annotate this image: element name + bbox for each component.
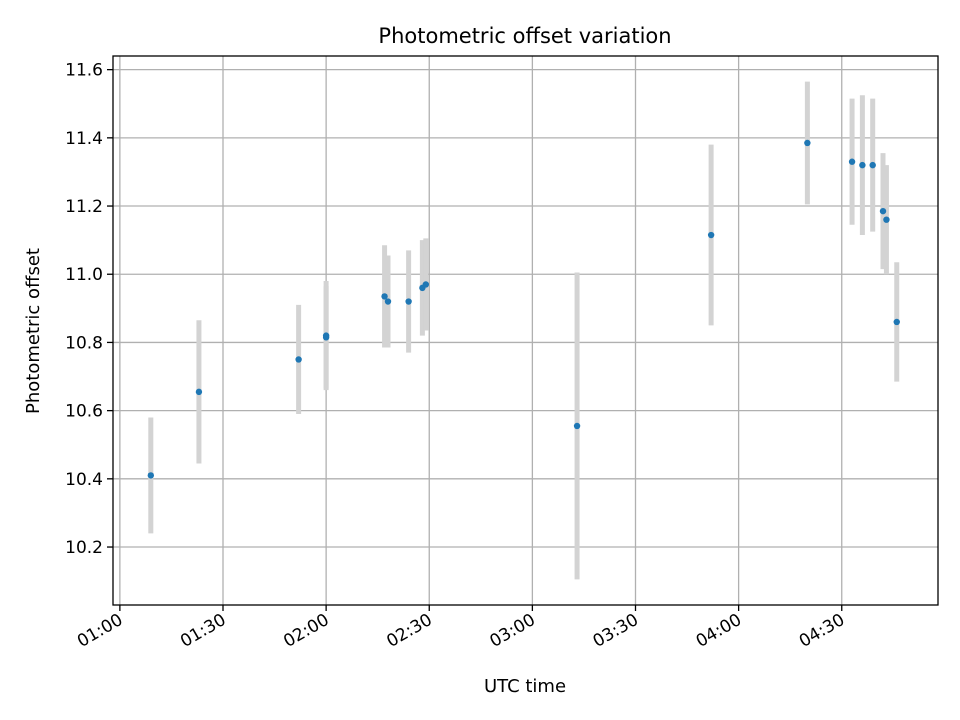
x-tick-label: 02:00: [280, 610, 332, 652]
data-point: [147, 472, 155, 479]
x-tick-label: 02:30: [383, 610, 435, 652]
y-tick-label: 11.0: [65, 265, 103, 285]
data-point: [869, 161, 876, 169]
plot-frame: [112, 55, 939, 606]
x-tick-label: 01:00: [74, 610, 126, 652]
y-tick-label: 11.4: [65, 129, 103, 149]
x-tick-label: 01:30: [177, 610, 229, 652]
y-axis-title: Photometric offset: [23, 248, 44, 414]
y-tick-label: 10.4: [65, 470, 103, 490]
x-tick-label: 03:00: [486, 610, 538, 652]
x-axis-title: UTC time: [484, 676, 566, 697]
data-point: [381, 293, 388, 300]
data-point: [879, 207, 887, 215]
data-point: [573, 422, 581, 430]
data-points: [147, 139, 900, 479]
grid-lines: [113, 56, 938, 605]
data-point: [804, 139, 811, 147]
data-point: [893, 318, 900, 326]
data-point: [322, 332, 330, 339]
data-point: [422, 281, 430, 288]
data-point: [384, 298, 392, 305]
x-tick-label: 04:00: [693, 610, 745, 652]
y-tick-label: 10.6: [65, 402, 103, 422]
x-tick-label: 04:30: [796, 610, 848, 652]
x-tick-label: 03:30: [590, 610, 642, 652]
data-point: [405, 298, 412, 305]
y-tick-label: 11.6: [65, 61, 103, 81]
data-point: [707, 231, 715, 239]
y-tick-label: 11.2: [65, 197, 103, 217]
y-axis-ticks: 10.2 10.4 10.6 10.8 11.0 11.2 11.4 11.6: [65, 61, 113, 558]
data-point: [295, 356, 302, 363]
chart-title: Photometric offset variation: [378, 24, 671, 48]
error-bars: [148, 81, 900, 580]
y-tick-label: 10.8: [65, 333, 103, 353]
data-point: [859, 161, 866, 169]
data-point: [195, 388, 203, 396]
data-point: [848, 158, 856, 165]
x-axis-ticks: 01:00 01:30 02:00 02:30 03:00 03:30 04:00 04:30: [74, 605, 848, 652]
data-point: [883, 216, 890, 223]
y-tick-label: 10.2: [65, 538, 103, 558]
